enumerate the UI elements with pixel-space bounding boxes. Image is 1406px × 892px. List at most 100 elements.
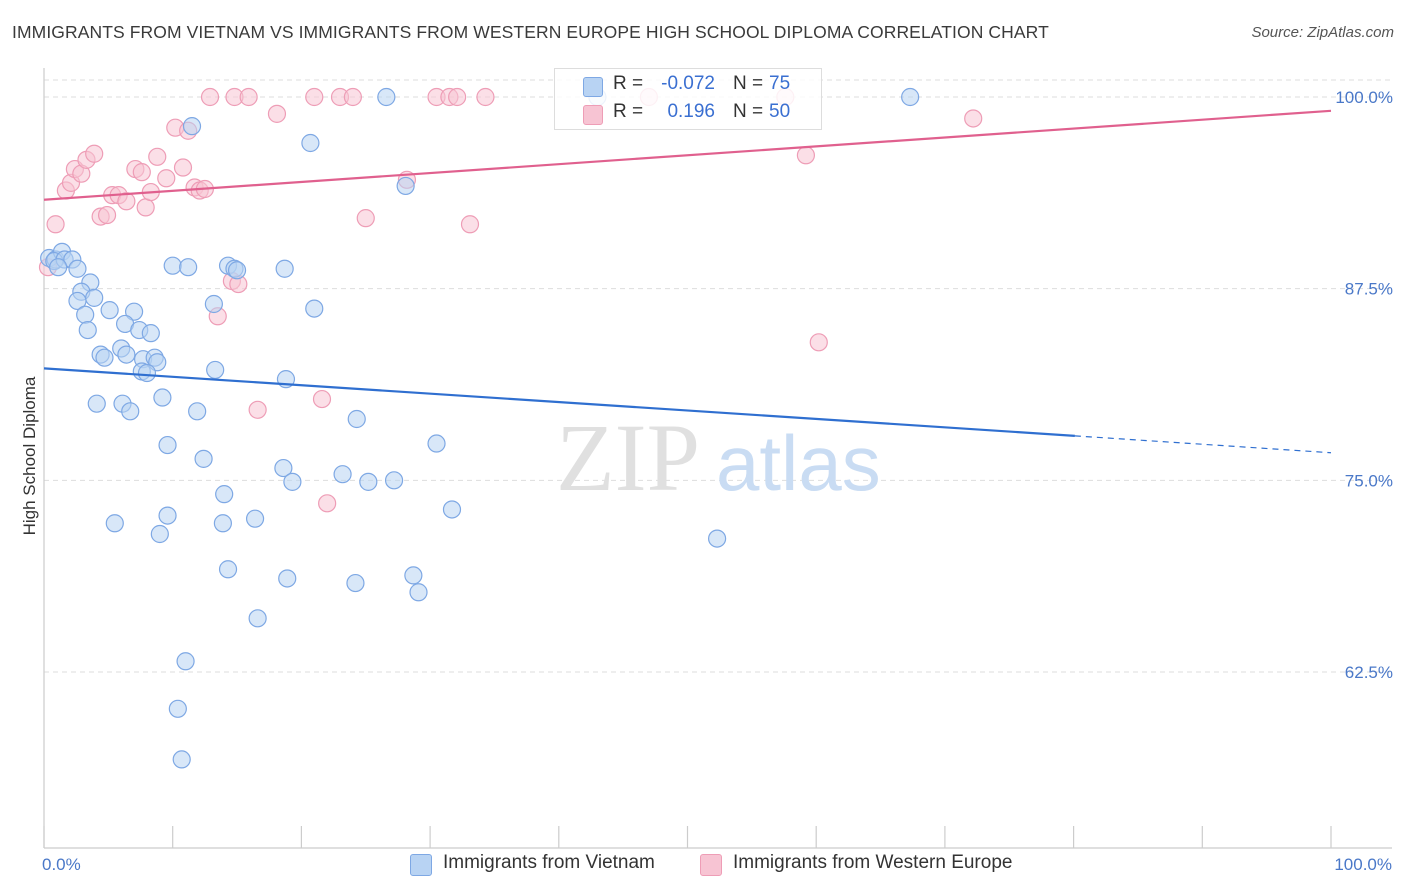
western-europe-trend-line xyxy=(43,109,1332,201)
vietnam-point xyxy=(188,402,207,421)
legend-r-value: -0.072 xyxy=(661,73,715,94)
vietnam-point xyxy=(85,288,104,307)
vietnam-point xyxy=(95,348,114,367)
vietnam-point xyxy=(213,514,232,533)
western-europe-point xyxy=(117,192,136,211)
vietnam-point xyxy=(168,699,187,718)
western-europe-point xyxy=(148,147,167,166)
legend-n-label: N = xyxy=(733,101,764,122)
vietnam-point xyxy=(442,500,462,519)
vietnam-point xyxy=(87,394,106,413)
vietnam-point xyxy=(227,261,247,280)
legend-label-vietnam: Immigrants from Vietnam xyxy=(443,852,655,873)
vietnam-point xyxy=(333,465,352,484)
vietnam-point xyxy=(141,324,160,343)
vietnam-point xyxy=(409,583,428,602)
western-europe-point xyxy=(312,389,332,409)
legend-row-vietnam: R = -0.072 N = 75 xyxy=(555,71,821,99)
vietnam-point xyxy=(153,388,172,407)
vietnam-trend-extension xyxy=(1074,435,1332,454)
vietnam-point xyxy=(124,302,144,321)
vietnam-trend-line xyxy=(43,367,1075,437)
western-europe-point xyxy=(239,87,258,107)
vietnam-point xyxy=(163,256,182,275)
vietnam-point xyxy=(384,471,404,490)
vietnam-point xyxy=(68,259,87,278)
y-axis-label: High School Diploma xyxy=(20,376,39,535)
legend-swatch-blue xyxy=(583,77,603,97)
vietnam-point xyxy=(347,409,366,429)
western-europe-point xyxy=(476,87,495,107)
vietnam-point xyxy=(404,566,423,585)
western-europe-point xyxy=(343,87,362,107)
vietnam-point xyxy=(158,435,177,455)
legend-r-label: R = xyxy=(613,73,644,94)
vietnam-point xyxy=(248,609,267,628)
vietnam-point xyxy=(346,573,365,593)
vietnam-point xyxy=(301,133,320,153)
grid-lines xyxy=(44,79,1392,673)
western-europe-point xyxy=(136,198,155,217)
vietnam-point xyxy=(176,652,195,671)
legend-swatch-pink xyxy=(700,854,722,876)
vietnam-point xyxy=(137,363,157,383)
legend-label-western-europe: Immigrants from Western Europe xyxy=(733,852,1013,873)
trend-lines xyxy=(43,109,1332,454)
western-europe-point xyxy=(267,104,287,123)
watermark-atlas: atlas xyxy=(716,419,881,507)
vietnam-point xyxy=(105,514,124,533)
western-europe-point xyxy=(448,87,467,107)
western-europe-point xyxy=(305,87,324,107)
western-europe-point xyxy=(97,205,117,225)
vietnam-point xyxy=(305,299,324,318)
vietnam-point xyxy=(150,524,169,544)
y-tick-label: 62.5% xyxy=(1345,663,1393,682)
vietnam-point xyxy=(215,485,234,504)
vietnam-point xyxy=(274,458,293,478)
x-tick-label: 100.0% xyxy=(1334,855,1392,874)
western-europe-point xyxy=(796,146,816,165)
vietnam-point xyxy=(121,402,140,421)
vietnam-point xyxy=(359,472,378,491)
vietnam-point xyxy=(427,434,446,453)
y-tick-label: 75.0% xyxy=(1345,471,1393,490)
vietnam-point xyxy=(68,291,87,311)
vietnam-point xyxy=(245,509,265,528)
vietnam-point xyxy=(377,87,396,107)
tick-labels: 62.5% 75.0% 87.5% 100.0% 0.0% 100.0% xyxy=(42,88,1393,874)
axes xyxy=(43,68,1392,849)
western-europe-point xyxy=(248,400,267,419)
western-europe-point xyxy=(200,87,220,107)
western-europe-point xyxy=(809,333,828,352)
vietnam-point xyxy=(179,258,198,277)
western-europe-point xyxy=(157,169,176,188)
x-tick-label: 0.0% xyxy=(42,855,81,874)
vietnam-point xyxy=(117,345,136,364)
vietnam-point xyxy=(283,472,302,491)
correlation-legend: R = -0.072 N = 75 R = 0.196 N = 50 xyxy=(554,68,822,130)
western-europe-point xyxy=(85,144,104,163)
western-europe-point xyxy=(460,215,480,234)
vietnam-point xyxy=(76,305,95,324)
western-europe-point xyxy=(46,215,65,234)
western-europe-point xyxy=(318,494,337,513)
legend-n-value: 75 xyxy=(769,73,791,94)
legend-swatch-blue xyxy=(410,854,432,876)
western-europe-point xyxy=(964,109,983,128)
vietnam-point xyxy=(158,506,177,525)
vietnam-point xyxy=(275,259,294,278)
source-label: Source: ZipAtlas.com xyxy=(1251,24,1394,41)
vietnam-point xyxy=(901,87,920,107)
western-europe-point xyxy=(173,158,193,177)
western-europe-point xyxy=(132,163,151,182)
vietnam-point xyxy=(182,117,202,136)
legend-row-western-europe: R = 0.196 N = 50 xyxy=(555,99,821,127)
vietnam-point xyxy=(218,560,238,579)
legend-n-label: N = xyxy=(733,73,764,94)
vietnam-point xyxy=(204,294,223,314)
watermark-zip: ZIP xyxy=(556,404,700,511)
vietnam-point xyxy=(194,449,213,468)
western-europe-point xyxy=(356,209,375,228)
vietnam-point xyxy=(206,360,225,380)
